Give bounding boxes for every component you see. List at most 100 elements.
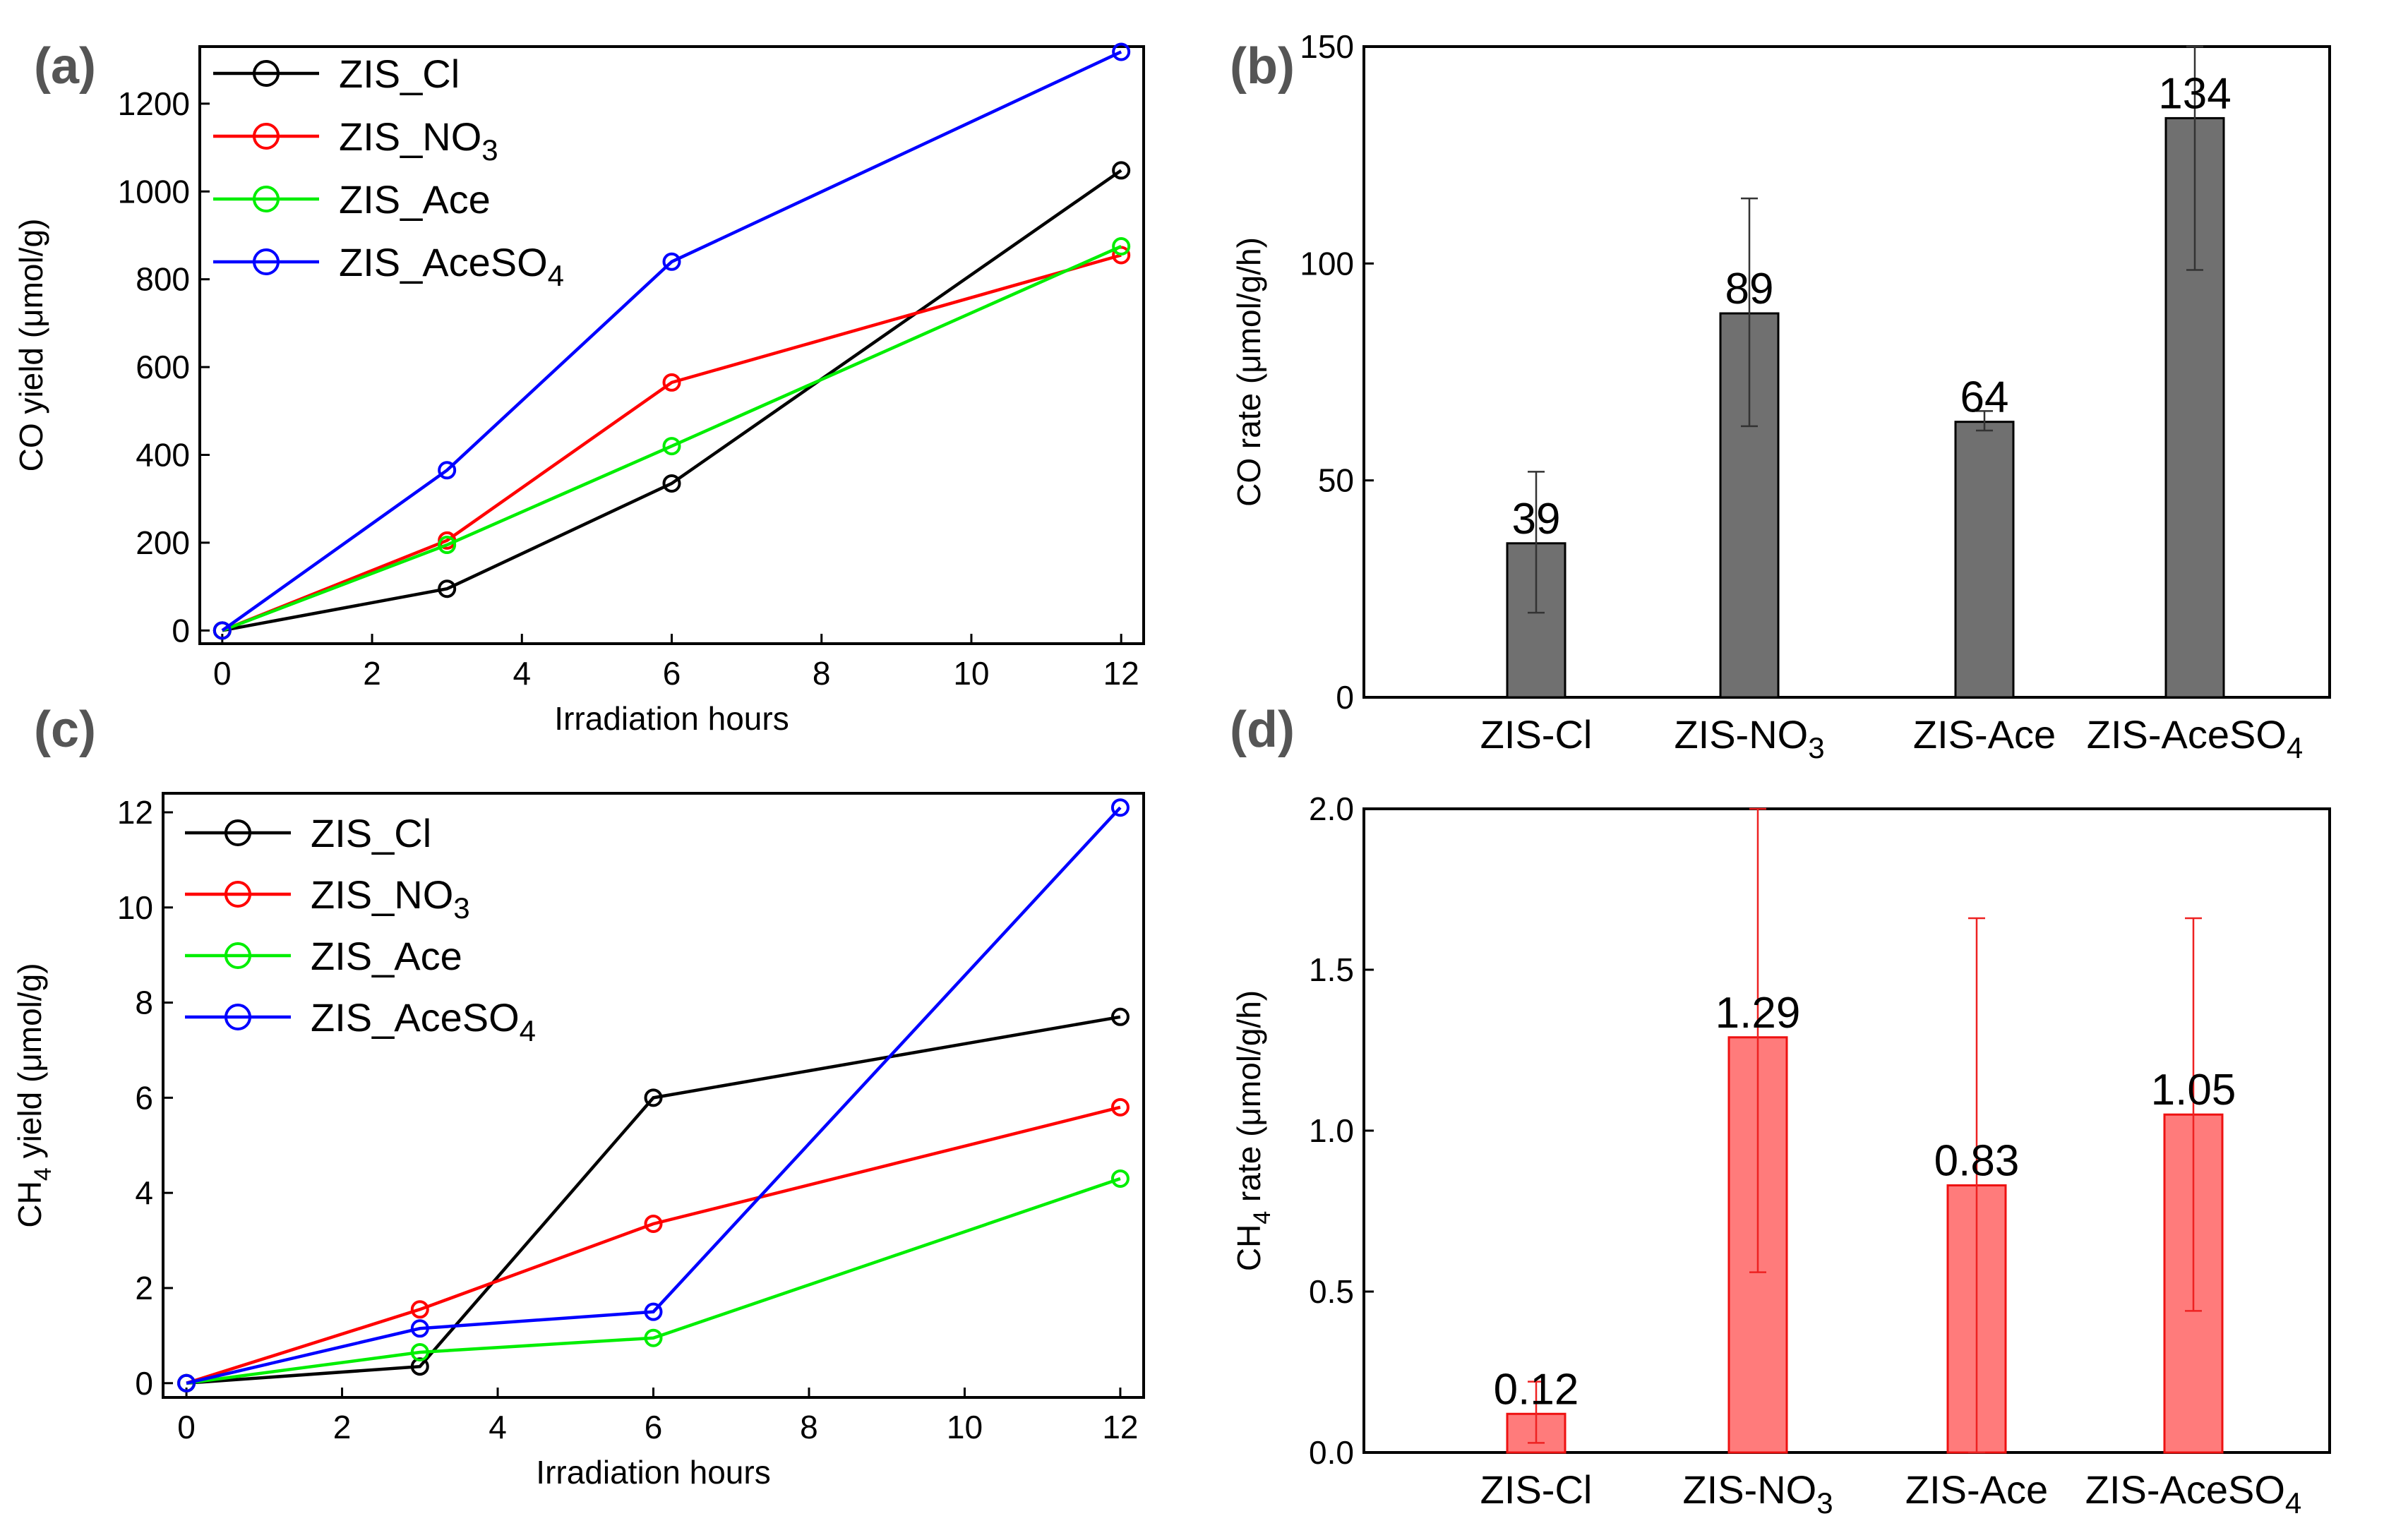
data-label: 0.83 [1934,1137,2020,1186]
legend-entry: ZIS_AceSO4 [311,995,536,1047]
series-line-zis_ace [222,244,1122,632]
x-tick-label: 2 [333,1409,352,1445]
y-tick-label: 0 [172,612,190,649]
panel-label: (b) [1230,38,1295,95]
x-axis-title: Irradiation hours [554,700,789,737]
y-tick-label: 1000 [118,173,190,210]
y-tick-label: 0.5 [1309,1273,1354,1310]
data-point [1112,42,1131,61]
data-point [177,1373,196,1392]
y-tick-label: 100 [1300,245,1354,282]
y-tick-label: 150 [1300,28,1354,65]
x-tick-label: 8 [813,655,831,692]
panel-d-ch4-rate-bar-chart: (d) 0.0 0.5 1.0 1.5 2.0 CH4 rate (μmol/g/h) 0.1… [1230,702,2331,1520]
y-tick-label: 400 [136,437,190,474]
data-point [438,536,457,555]
category-label: ZIS-AceSO4 [2085,1467,2302,1520]
y-tick-label: 800 [136,261,190,298]
legend-entry: ZIS_AceSO4 [339,240,564,292]
y-tick-label: 1.0 [1309,1112,1354,1149]
category-label: ZIS-AceSO4 [2087,712,2304,764]
legend-entry: ZIS_Cl [311,811,431,855]
data-point [662,252,681,271]
y-tick-label: 12 [117,794,153,831]
series-line-zis_no3 [221,253,1122,632]
y-tick-label: 8 [135,985,153,1021]
x-tick-label: 0 [213,655,232,692]
y-tick-label: 6 [135,1079,153,1116]
y-axis-title: CO rate (μmol/g/h) [1230,237,1267,507]
data-point [410,1319,429,1338]
x-tick-label: 12 [1102,1409,1138,1445]
x-tick-label: 4 [513,655,531,692]
x-tick-label: 2 [363,655,381,692]
panel-b-co-rate-bar-chart: (b) 0 50 100 150 CO rate (μmol/g/h) 39 ZIS-Cl 89… [1230,28,2331,764]
legend-entry: ZIS_NO3 [339,114,498,167]
x-tick-label: 10 [953,655,989,692]
data-label: 1.29 [1715,989,1801,1037]
data-point [1110,798,1130,817]
category-label: ZIS-NO3 [1674,712,1824,764]
data-point [1112,237,1131,256]
y-tick-label: 600 [136,349,190,385]
legend-marker [253,248,280,275]
legend-marker [224,819,251,846]
y-tick-label: 50 [1318,462,1354,499]
y-tick-label: 1200 [118,85,190,122]
y-tick-label: 0.0 [1309,1434,1354,1471]
panel-label: (d) [1230,702,1295,758]
data-point [1112,161,1131,180]
y-tick-label: 2 [135,1270,153,1306]
legend-entry: ZIS_Ace [311,934,462,978]
data-point [1110,1169,1130,1188]
data-point [662,373,681,392]
data-label: 0.12 [1494,1365,1579,1414]
y-tick-label: 2.0 [1309,790,1354,827]
y-tick-label: 0 [1336,679,1354,716]
legend-entry: ZIS_Cl [339,52,460,96]
legend-entry: ZIS_NO3 [311,872,470,925]
y-tick-label: 10 [117,889,153,926]
x-tick-label: 10 [947,1409,983,1445]
data-point [1110,1007,1130,1026]
data-point [438,461,457,480]
data-label: 89 [1725,265,1774,313]
legend-marker [224,881,251,908]
category-label: ZIS-Ace [1913,712,2056,757]
data-point [644,1302,663,1321]
data-point [438,579,457,598]
series-line-zis_no3 [186,1105,1121,1385]
bar-zis-ace [1954,421,2015,699]
legend-entry: ZIS_Ace [339,177,491,222]
category-label: ZIS-NO3 [1682,1467,1833,1520]
data-label: 39 [1512,495,1561,543]
data-point [410,1342,429,1361]
legend-marker [253,186,280,212]
data-label: 64 [1960,373,2009,422]
plot-frame [1362,45,2331,699]
x-tick-label: 4 [489,1409,507,1445]
x-tick-label: 12 [1103,655,1139,692]
data-point [662,437,681,456]
series-line-zis_ace [186,1177,1121,1385]
x-tick-label: 8 [800,1409,818,1445]
data-point [662,474,681,493]
x-axis-title: Irradiation hours [536,1454,770,1491]
y-tick-label: 0 [135,1365,153,1402]
series-line-zis_cl [222,169,1122,632]
legend-marker [253,123,280,150]
data-label: 1.05 [2151,1066,2236,1114]
y-axis-title: CH4 rate (μmol/g/h) [1230,990,1276,1271]
x-tick-label: 6 [645,1409,663,1445]
x-tick-label: 6 [663,655,681,692]
panel-label: (c) [34,702,96,758]
data-point [644,1088,663,1107]
legend-marker [224,1004,251,1030]
y-axis-title: CO yield (μmol/g) [13,219,49,472]
legend-marker [253,60,280,87]
data-point [644,1214,663,1233]
y-axis-title: CH4 yield (μmol/g) [11,963,56,1227]
data-point [644,1328,663,1347]
data-point [410,1300,429,1319]
panel-label: (a) [34,38,96,95]
